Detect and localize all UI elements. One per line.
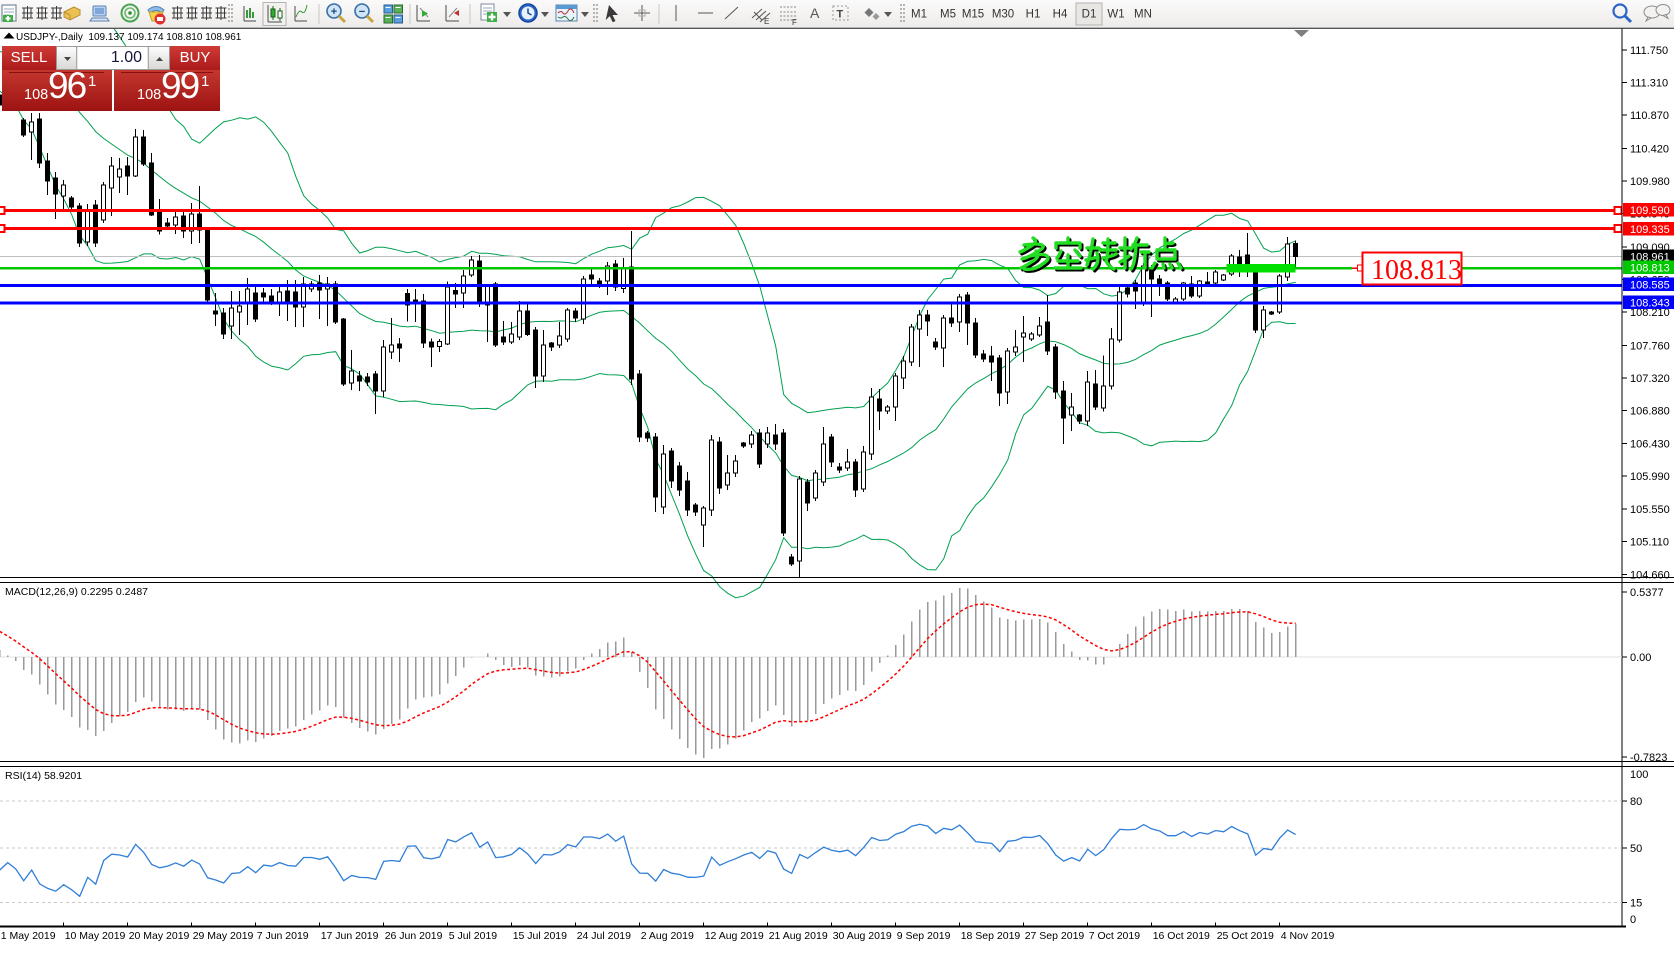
svg-text:109.590: 109.590 [1630,205,1670,217]
svg-text:4 Nov 2019: 4 Nov 2019 [1281,930,1335,942]
svg-text:T: T [837,9,844,21]
svg-text:25 Oct 2019: 25 Oct 2019 [1217,930,1274,942]
svg-text:F: F [792,18,797,27]
svg-text:7 Jun 2019: 7 Jun 2019 [257,930,309,942]
svg-text:107.320: 107.320 [1630,373,1670,385]
svg-text:+: + [331,6,337,18]
svg-text:M5: M5 [940,9,956,21]
svg-text:MN: MN [1134,9,1152,21]
svg-text:18 Sep 2019: 18 Sep 2019 [961,930,1021,942]
svg-text:9 Sep 2019: 9 Sep 2019 [897,930,951,942]
svg-text:29 May 2019: 29 May 2019 [193,930,254,942]
svg-text:H4: H4 [1053,9,1068,21]
svg-text:16 Oct 2019: 16 Oct 2019 [1153,930,1210,942]
svg-text:30 Aug 2019: 30 Aug 2019 [833,930,892,942]
svg-text:10 May 2019: 10 May 2019 [65,930,126,942]
svg-text:26 Jun 2019: 26 Jun 2019 [385,930,443,942]
svg-text:17 Jun 2019: 17 Jun 2019 [321,930,379,942]
svg-text:111.750: 111.750 [1630,45,1668,57]
svg-text:106.430: 106.430 [1630,439,1670,451]
svg-text:0.5377: 0.5377 [1630,587,1664,599]
svg-text:105.550: 105.550 [1630,504,1670,516]
svg-text:W1: W1 [1107,9,1124,21]
svg-text:MACD(12,26,9) 0.2295 0.2487: MACD(12,26,9) 0.2295 0.2487 [5,586,148,598]
svg-text:108.813: 108.813 [1630,263,1670,275]
svg-text:M30: M30 [992,9,1014,21]
svg-text:27 Sep 2019: 27 Sep 2019 [1025,930,1085,942]
svg-text:107.760: 107.760 [1630,340,1670,352]
svg-text:100: 100 [1630,769,1648,781]
svg-text:21 Aug 2019: 21 Aug 2019 [769,930,828,942]
svg-text:15 Jul 2019: 15 Jul 2019 [513,930,567,942]
svg-text:105.110: 105.110 [1630,536,1669,548]
svg-text:-0.7823: -0.7823 [1630,752,1667,764]
svg-text:80: 80 [1630,796,1642,808]
svg-text:RSI(14) 58.9201: RSI(14) 58.9201 [5,770,82,782]
svg-text:5 Jul 2019: 5 Jul 2019 [449,930,498,942]
svg-text:H1: H1 [1026,9,1041,21]
svg-text:108.813: 108.813 [1371,255,1462,286]
svg-text:110.870: 110.870 [1630,110,1669,122]
svg-text:7 Oct 2019: 7 Oct 2019 [1089,930,1141,942]
svg-text:0.00: 0.00 [1630,652,1651,664]
svg-text:15: 15 [1630,898,1642,910]
svg-text:108.343: 108.343 [1630,297,1670,309]
svg-text:A: A [810,5,820,21]
svg-text:105.990: 105.990 [1630,471,1670,483]
svg-text:−: − [359,6,365,18]
svg-text:M15: M15 [962,9,984,21]
svg-text:USDJPY-,Daily 109.137 109.174: USDJPY-,Daily 109.137 109.174 108.810 10… [16,32,242,43]
svg-text:12 Aug 2019: 12 Aug 2019 [705,930,764,942]
svg-text:D1: D1 [1082,9,1097,21]
svg-text:109.980: 109.980 [1630,176,1670,188]
svg-text:110.420: 110.420 [1630,143,1669,155]
svg-text:1 May 2019: 1 May 2019 [1,930,56,942]
svg-text:106.880: 106.880 [1630,405,1670,417]
svg-text:24 Jul 2019: 24 Jul 2019 [577,930,631,942]
svg-text:104.660: 104.660 [1630,570,1670,582]
svg-text:E: E [764,17,769,26]
svg-text:0: 0 [1630,914,1636,926]
svg-text:111.310: 111.310 [1630,78,1668,90]
svg-text:2 Aug 2019: 2 Aug 2019 [641,930,694,942]
svg-text:108.210: 108.210 [1630,307,1670,319]
svg-text:50: 50 [1630,843,1642,855]
svg-text:109.335: 109.335 [1630,224,1670,236]
svg-text:M1: M1 [911,9,927,21]
svg-text:20 May 2019: 20 May 2019 [129,930,190,942]
svg-text:108.585: 108.585 [1630,280,1670,292]
